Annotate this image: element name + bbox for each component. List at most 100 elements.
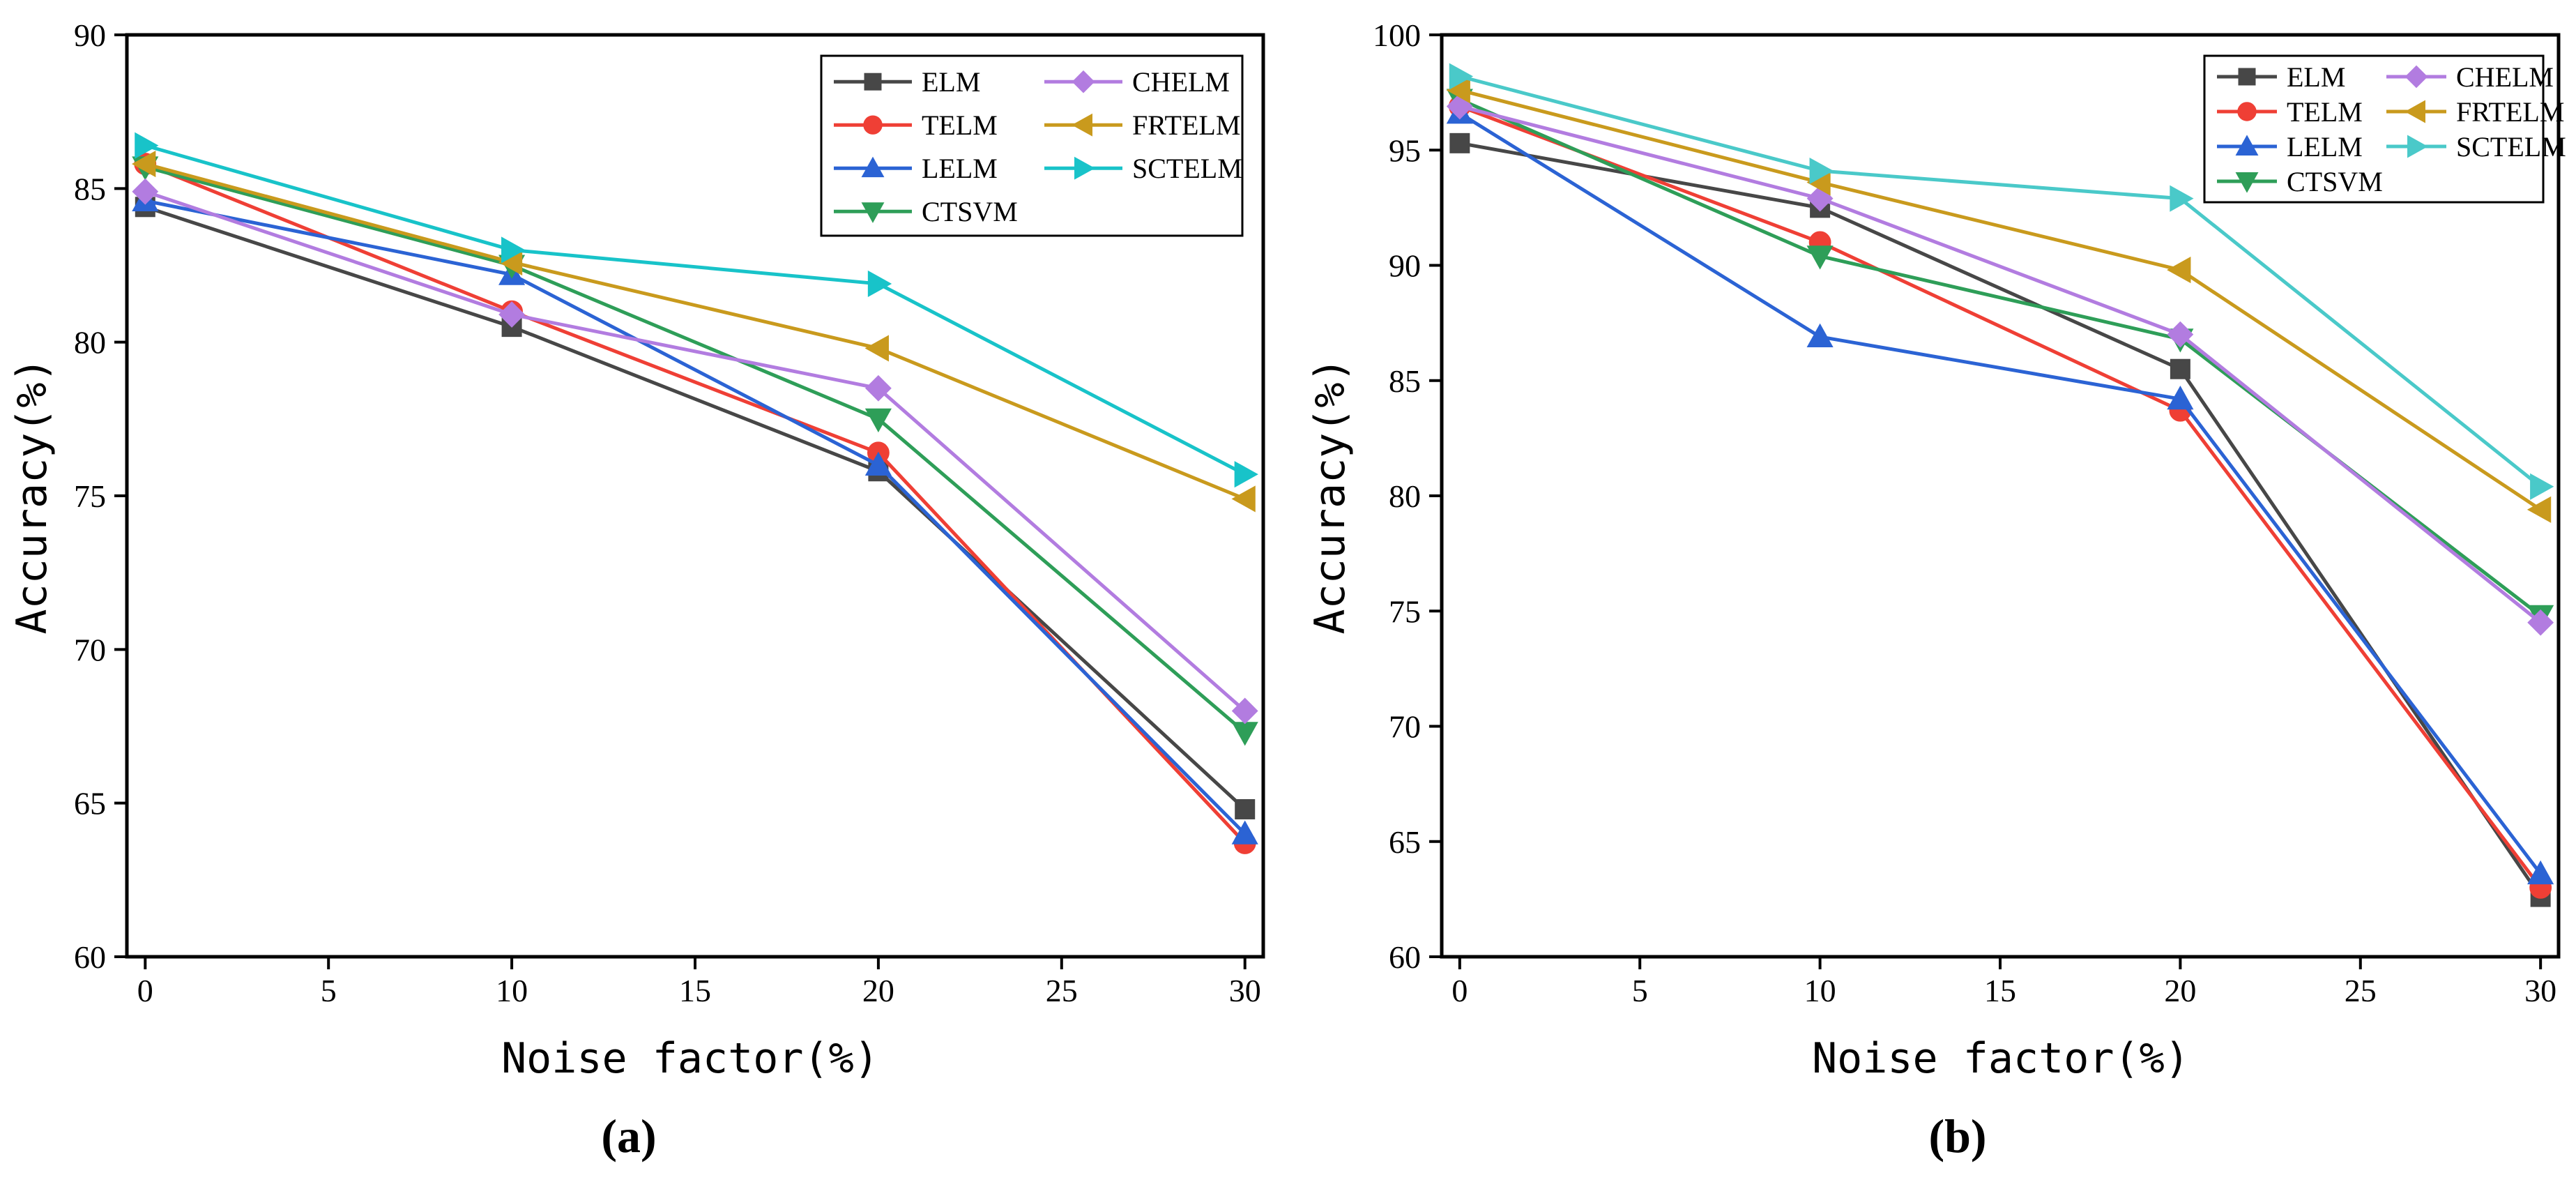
legend-label: LELM <box>922 153 998 184</box>
data-point-chelm <box>2527 609 2554 636</box>
legend-marker-telm <box>2237 102 2257 121</box>
legend-label: LELM <box>2287 131 2363 162</box>
x-tick-label: 20 <box>862 973 894 1008</box>
x-tick-label: 5 <box>321 973 337 1008</box>
series-line-sctelm <box>1459 75 2542 488</box>
data-point-sctelm <box>2170 185 2194 212</box>
legend-item-sctelm: SCTELM <box>1044 153 1242 184</box>
x-tick-label: 0 <box>1451 973 1468 1008</box>
legend-item-lelm: LELM <box>2217 131 2363 162</box>
legend-item-ctsvm: CTSVM <box>2217 166 2383 197</box>
data-point-sctelm <box>1449 63 1474 90</box>
legend-label: ELM <box>2287 61 2345 93</box>
series-line-frtelm <box>1459 88 2542 511</box>
x-tick-label: 25 <box>1046 973 1078 1008</box>
series-lelm <box>132 187 1258 844</box>
series-frtelm <box>132 151 1256 513</box>
legend-marker-ctsvm <box>861 202 885 223</box>
y-tick-label: 70 <box>74 632 106 667</box>
series-line-frtelm <box>144 162 1246 501</box>
series-line-ctsvm <box>144 165 1247 734</box>
y-tick-label: 60 <box>74 939 106 975</box>
data-point-elm <box>2170 358 2190 379</box>
legend-marker-elm <box>864 73 882 91</box>
data-point-chelm <box>132 178 159 205</box>
series-chelm <box>132 178 1258 725</box>
legend-item-chelm: CHELM <box>1044 66 1230 98</box>
x-tick-label: 20 <box>2164 973 2196 1008</box>
y-tick-label: 80 <box>1389 478 1421 514</box>
x-tick-label: 30 <box>2524 973 2556 1008</box>
series-line-telm <box>1458 105 2543 889</box>
data-point-lelm <box>2527 860 2554 885</box>
data-point-chelm <box>1231 697 1258 725</box>
legend-label: TELM <box>922 109 998 141</box>
data-point-chelm <box>2167 321 2194 348</box>
x-tick-label: 10 <box>1804 973 1836 1008</box>
panel-b: 0 5 10 15 20 25 30 60 65 70 75 80 85 90 95 100 ELMTELML… <box>1306 17 2566 1162</box>
y-tick-label: 75 <box>1389 593 1421 629</box>
panel-label: (a) <box>601 1109 656 1162</box>
y-tick-label: 90 <box>74 17 106 53</box>
data-point-elm <box>1449 132 1470 153</box>
y-tick-label: 100 <box>1373 17 1421 53</box>
data-point-frtelm <box>1231 485 1256 513</box>
legend-marker-elm <box>2238 68 2256 86</box>
legend-marker-chelm <box>1072 70 1095 93</box>
y-tick-label: 85 <box>1389 363 1421 399</box>
series-line-elm <box>144 205 1247 811</box>
data-point-lelm <box>2167 385 2194 410</box>
data-point-sctelm <box>1234 461 1258 488</box>
legend-item-ctsvm: CTSVM <box>834 196 1018 227</box>
legend-marker-telm <box>863 115 883 135</box>
series-line-sctelm <box>144 144 1246 476</box>
y-tick-label: 95 <box>1389 132 1421 168</box>
data-point-sctelm <box>135 132 159 159</box>
series-sctelm <box>1449 63 2554 500</box>
legend-label: CTSVM <box>922 196 1018 227</box>
data-point-sctelm <box>1809 157 1834 185</box>
x-tick-label: 15 <box>679 973 711 1008</box>
panel-a: 0 5 10 15 20 25 30 60 65 70 75 80 85 90 ELM TELM LELM CT… <box>8 17 1265 1162</box>
y-tick-label: 65 <box>74 786 106 821</box>
legend-label: FRTELM <box>1132 109 1240 141</box>
data-point-ctsvm <box>1806 245 1834 270</box>
legend-box <box>820 54 1244 237</box>
x-tick-label: 10 <box>496 973 528 1008</box>
legend-label: TELM <box>2287 96 2363 128</box>
series-line-lelm <box>1458 112 2543 875</box>
x-axis-title: Noise factor(%) <box>1812 1034 2190 1083</box>
legend-label: FRTELM <box>2456 96 2564 128</box>
y-tick-label: 65 <box>1389 824 1421 860</box>
legend-label: CHELM <box>2456 61 2554 93</box>
x-tick-label: 5 <box>1632 973 1648 1008</box>
data-point-chelm <box>864 374 892 402</box>
legend-item-telm: TELM <box>2217 96 2363 128</box>
series-sctelm <box>135 132 1258 488</box>
legend-marker-ctsvm <box>2235 172 2259 193</box>
y-tick-label: 60 <box>1389 939 1421 975</box>
legend-marker-frtelm <box>1072 113 1092 137</box>
data-point-frtelm <box>132 151 156 178</box>
series-line-lelm <box>144 199 1247 835</box>
legend-item-telm: TELM <box>834 109 998 141</box>
legend-marker-frtelm <box>2404 100 2425 123</box>
legend-label: SCTELM <box>2456 131 2566 162</box>
series-line-chelm <box>1459 105 2542 624</box>
y-axis-title: Accuracy(%) <box>8 357 56 634</box>
data-point-frtelm <box>864 335 889 362</box>
x-axis-title: Noise factor(%) <box>501 1034 879 1083</box>
data-point-elm <box>1235 798 1256 819</box>
y-tick-label: 80 <box>74 325 106 361</box>
y-axis-title: Accuracy(%) <box>1306 357 1355 634</box>
data-point-chelm <box>498 301 526 328</box>
data-point-lelm <box>1806 323 1834 348</box>
x-tick-label: 0 <box>137 973 153 1008</box>
y-tick-label: 90 <box>1389 248 1421 284</box>
legend-label: ELM <box>922 66 980 98</box>
legend-marker-chelm <box>2404 65 2428 89</box>
series-line-chelm <box>144 190 1247 713</box>
series-frtelm <box>1446 77 2552 523</box>
y-tick-label: 75 <box>74 478 106 514</box>
